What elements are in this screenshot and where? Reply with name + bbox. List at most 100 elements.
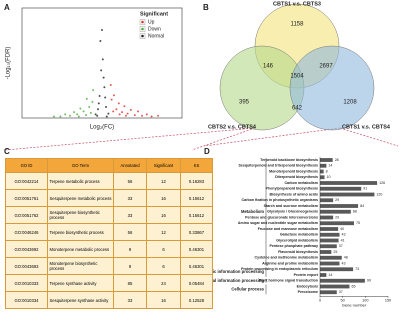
value-label: 37 — [339, 290, 343, 294]
table-cell: 6 — [146, 257, 181, 275]
point — [157, 114, 159, 117]
table-cell: 33 — [113, 291, 147, 309]
point — [102, 76, 105, 79]
table-cell: 33 — [113, 189, 147, 207]
venn-set — [289, 45, 375, 131]
table-cell: Terpene biosynthetic process — [47, 223, 114, 241]
point — [115, 108, 118, 111]
panel-label: C — [4, 147, 10, 156]
group-label: Cellular process — [231, 286, 264, 291]
x-axis-label: Log₂(FC) — [90, 125, 114, 131]
bar — [320, 158, 333, 162]
category-label: Terpenoid backbone biosynthesis — [260, 158, 318, 162]
table-cell: 0.15612 — [180, 206, 213, 224]
bar — [320, 186, 362, 191]
bar — [320, 204, 359, 208]
value-label: 48 — [344, 256, 348, 260]
table-cell: 56 — [113, 223, 147, 241]
value-label: 73 — [355, 267, 359, 271]
venn-count: 2697 — [319, 64, 333, 70]
category-label: Diterpenoid biosynthesis — [275, 175, 318, 179]
go-table: GO ID GO Term Annotated Significant KS GO:004… — [5, 158, 213, 309]
point — [59, 115, 62, 118]
table-cell: 6 — [146, 240, 181, 258]
bar — [320, 267, 354, 272]
legend-label: Down — [148, 26, 161, 32]
plot-frame — [21, 7, 183, 119]
point — [82, 110, 85, 113]
table-row: GO:0042214 Terpene metabolic process 56 12 0… — [5, 172, 213, 190]
point — [101, 58, 104, 61]
bar — [320, 232, 340, 237]
venn-set-label: CBTS1 v.s. CBTS4 — [342, 124, 391, 130]
table-cell: 24 — [146, 274, 181, 292]
table-cell: 12 — [146, 223, 181, 241]
panel-label: B — [203, 3, 209, 12]
table-cell: Sesquiterpene synthase activity — [47, 291, 114, 309]
bar — [320, 227, 339, 231]
point — [64, 113, 67, 116]
table-cell: GO:0051761 — [5, 189, 48, 207]
column-header: GO Term — [47, 158, 114, 173]
category-label: Pentose and glucuronate interconversions — [245, 215, 318, 219]
table-cell: GO:0043693 — [5, 257, 48, 275]
category-label: Peroxisome — [298, 290, 318, 294]
category-label: Protein export — [294, 273, 319, 277]
value-label: 25 — [333, 250, 337, 254]
value-label: 65 — [351, 284, 355, 288]
column-header: KS — [180, 158, 213, 173]
bar — [320, 181, 378, 185]
point — [133, 114, 136, 117]
point — [92, 89, 95, 92]
bar — [320, 215, 334, 220]
category-label: Arginine and proline metabolism — [262, 261, 318, 265]
point — [123, 105, 126, 108]
point — [99, 40, 102, 42]
value-label: 126 — [379, 181, 385, 185]
category-label: Biosynthesis of amino acids — [269, 192, 318, 196]
legend-title: Significant — [140, 11, 168, 17]
table-cell: Sesquiterpene metabolic process — [47, 189, 114, 207]
table-row: GO:0051762 Sesquiterpene biosynthetic pro… — [5, 206, 213, 224]
legend-swatch — [139, 19, 146, 25]
bar — [320, 238, 339, 243]
column-header: Annotated — [113, 158, 147, 173]
table-row: GO:0051761 Sesquiterpene metabolic proces… — [5, 189, 213, 207]
point — [73, 111, 75, 114]
table-row: GO:0046246 Terpene biosynthetic process 56… — [5, 223, 213, 241]
value-label: 8 — [326, 169, 328, 173]
value-label: 28 — [335, 158, 339, 162]
point — [100, 69, 103, 72]
point — [76, 113, 79, 116]
point — [79, 107, 82, 110]
point — [113, 94, 115, 97]
table-cell: 0.33867 — [180, 223, 213, 241]
table-cell: 16 — [146, 291, 181, 309]
bar — [320, 278, 365, 283]
table-row: GO:0010333 Terpene synthase activity 85 24 0… — [5, 274, 213, 292]
point — [110, 98, 113, 101]
table-row: GO:0043692 Monoterpene metabolic process 9… — [5, 240, 213, 258]
bar — [320, 250, 332, 254]
category-label: Cysteine and methionine metabolism — [254, 256, 318, 260]
x-tick-label: 0 — [319, 298, 321, 302]
table-cell: 0.05484 — [180, 274, 213, 292]
point — [104, 96, 107, 99]
table-cell: 0.46301 — [180, 240, 213, 258]
point — [112, 110, 115, 113]
bar — [320, 255, 342, 260]
table-cell: 56 — [113, 172, 147, 190]
table-cell: 16 — [146, 189, 181, 207]
value-label: 99 — [367, 279, 371, 283]
point — [150, 115, 153, 118]
venn-count: 642 — [292, 106, 303, 112]
venn-count: 1158 — [291, 22, 305, 28]
table-header: GO ID GO Term Annotated Significant KS — [5, 158, 213, 173]
point — [53, 115, 55, 118]
value-label: 84 — [360, 204, 364, 208]
point — [126, 112, 129, 115]
point — [105, 106, 107, 108]
point — [129, 108, 132, 111]
panel-label: A — [4, 3, 10, 12]
